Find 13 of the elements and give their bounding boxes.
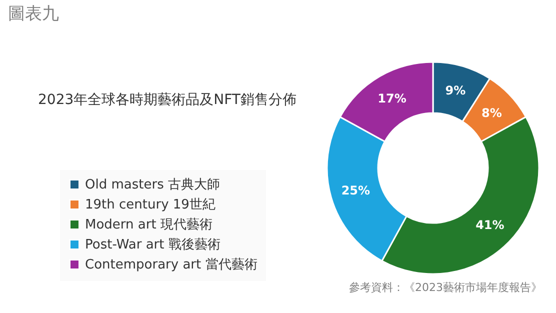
text: 2023年全球各時期藝術品及NFT銷售分佈 [38,92,296,108]
data-label: 41% [476,218,504,232]
data-label: 8% [481,106,502,120]
legend-label: 19th century 19世紀 [85,198,216,212]
data-label: 9% [445,84,466,98]
chart-title: 圖表九 [8,4,59,24]
legend-label: Modern art 現代藝術 [85,218,212,232]
data-label: 25% [341,183,370,198]
data-label: 17% [378,92,406,106]
legend-label: Contemporary art 當代藝術 [85,258,258,272]
text: 參考資料：《2023藝術市場年度報告》 [349,281,542,294]
legend-label: Post-War art 戰後藝術 [85,238,220,252]
legend-label: Old masters 古典大師 [85,178,220,192]
